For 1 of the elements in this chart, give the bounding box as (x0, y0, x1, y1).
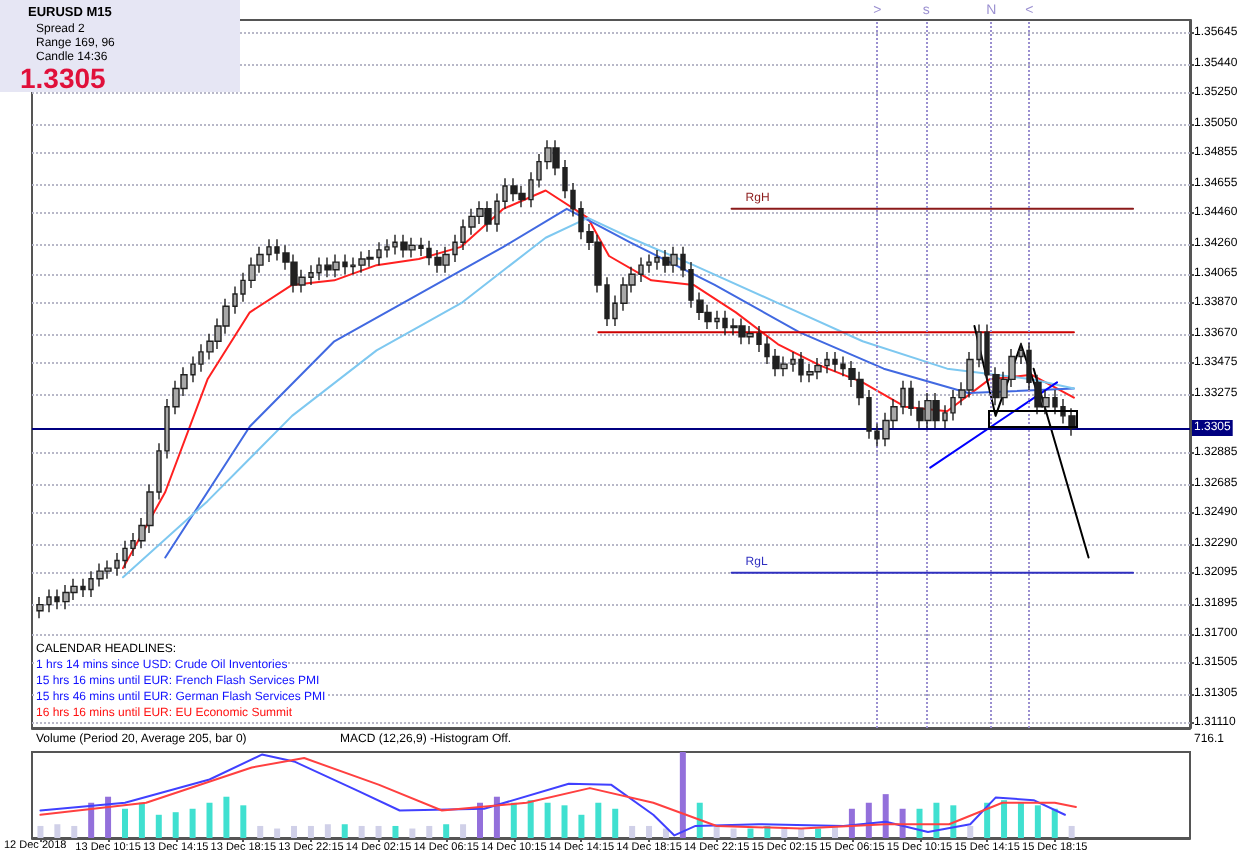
annotation: 1.3305 (20, 62, 106, 94)
